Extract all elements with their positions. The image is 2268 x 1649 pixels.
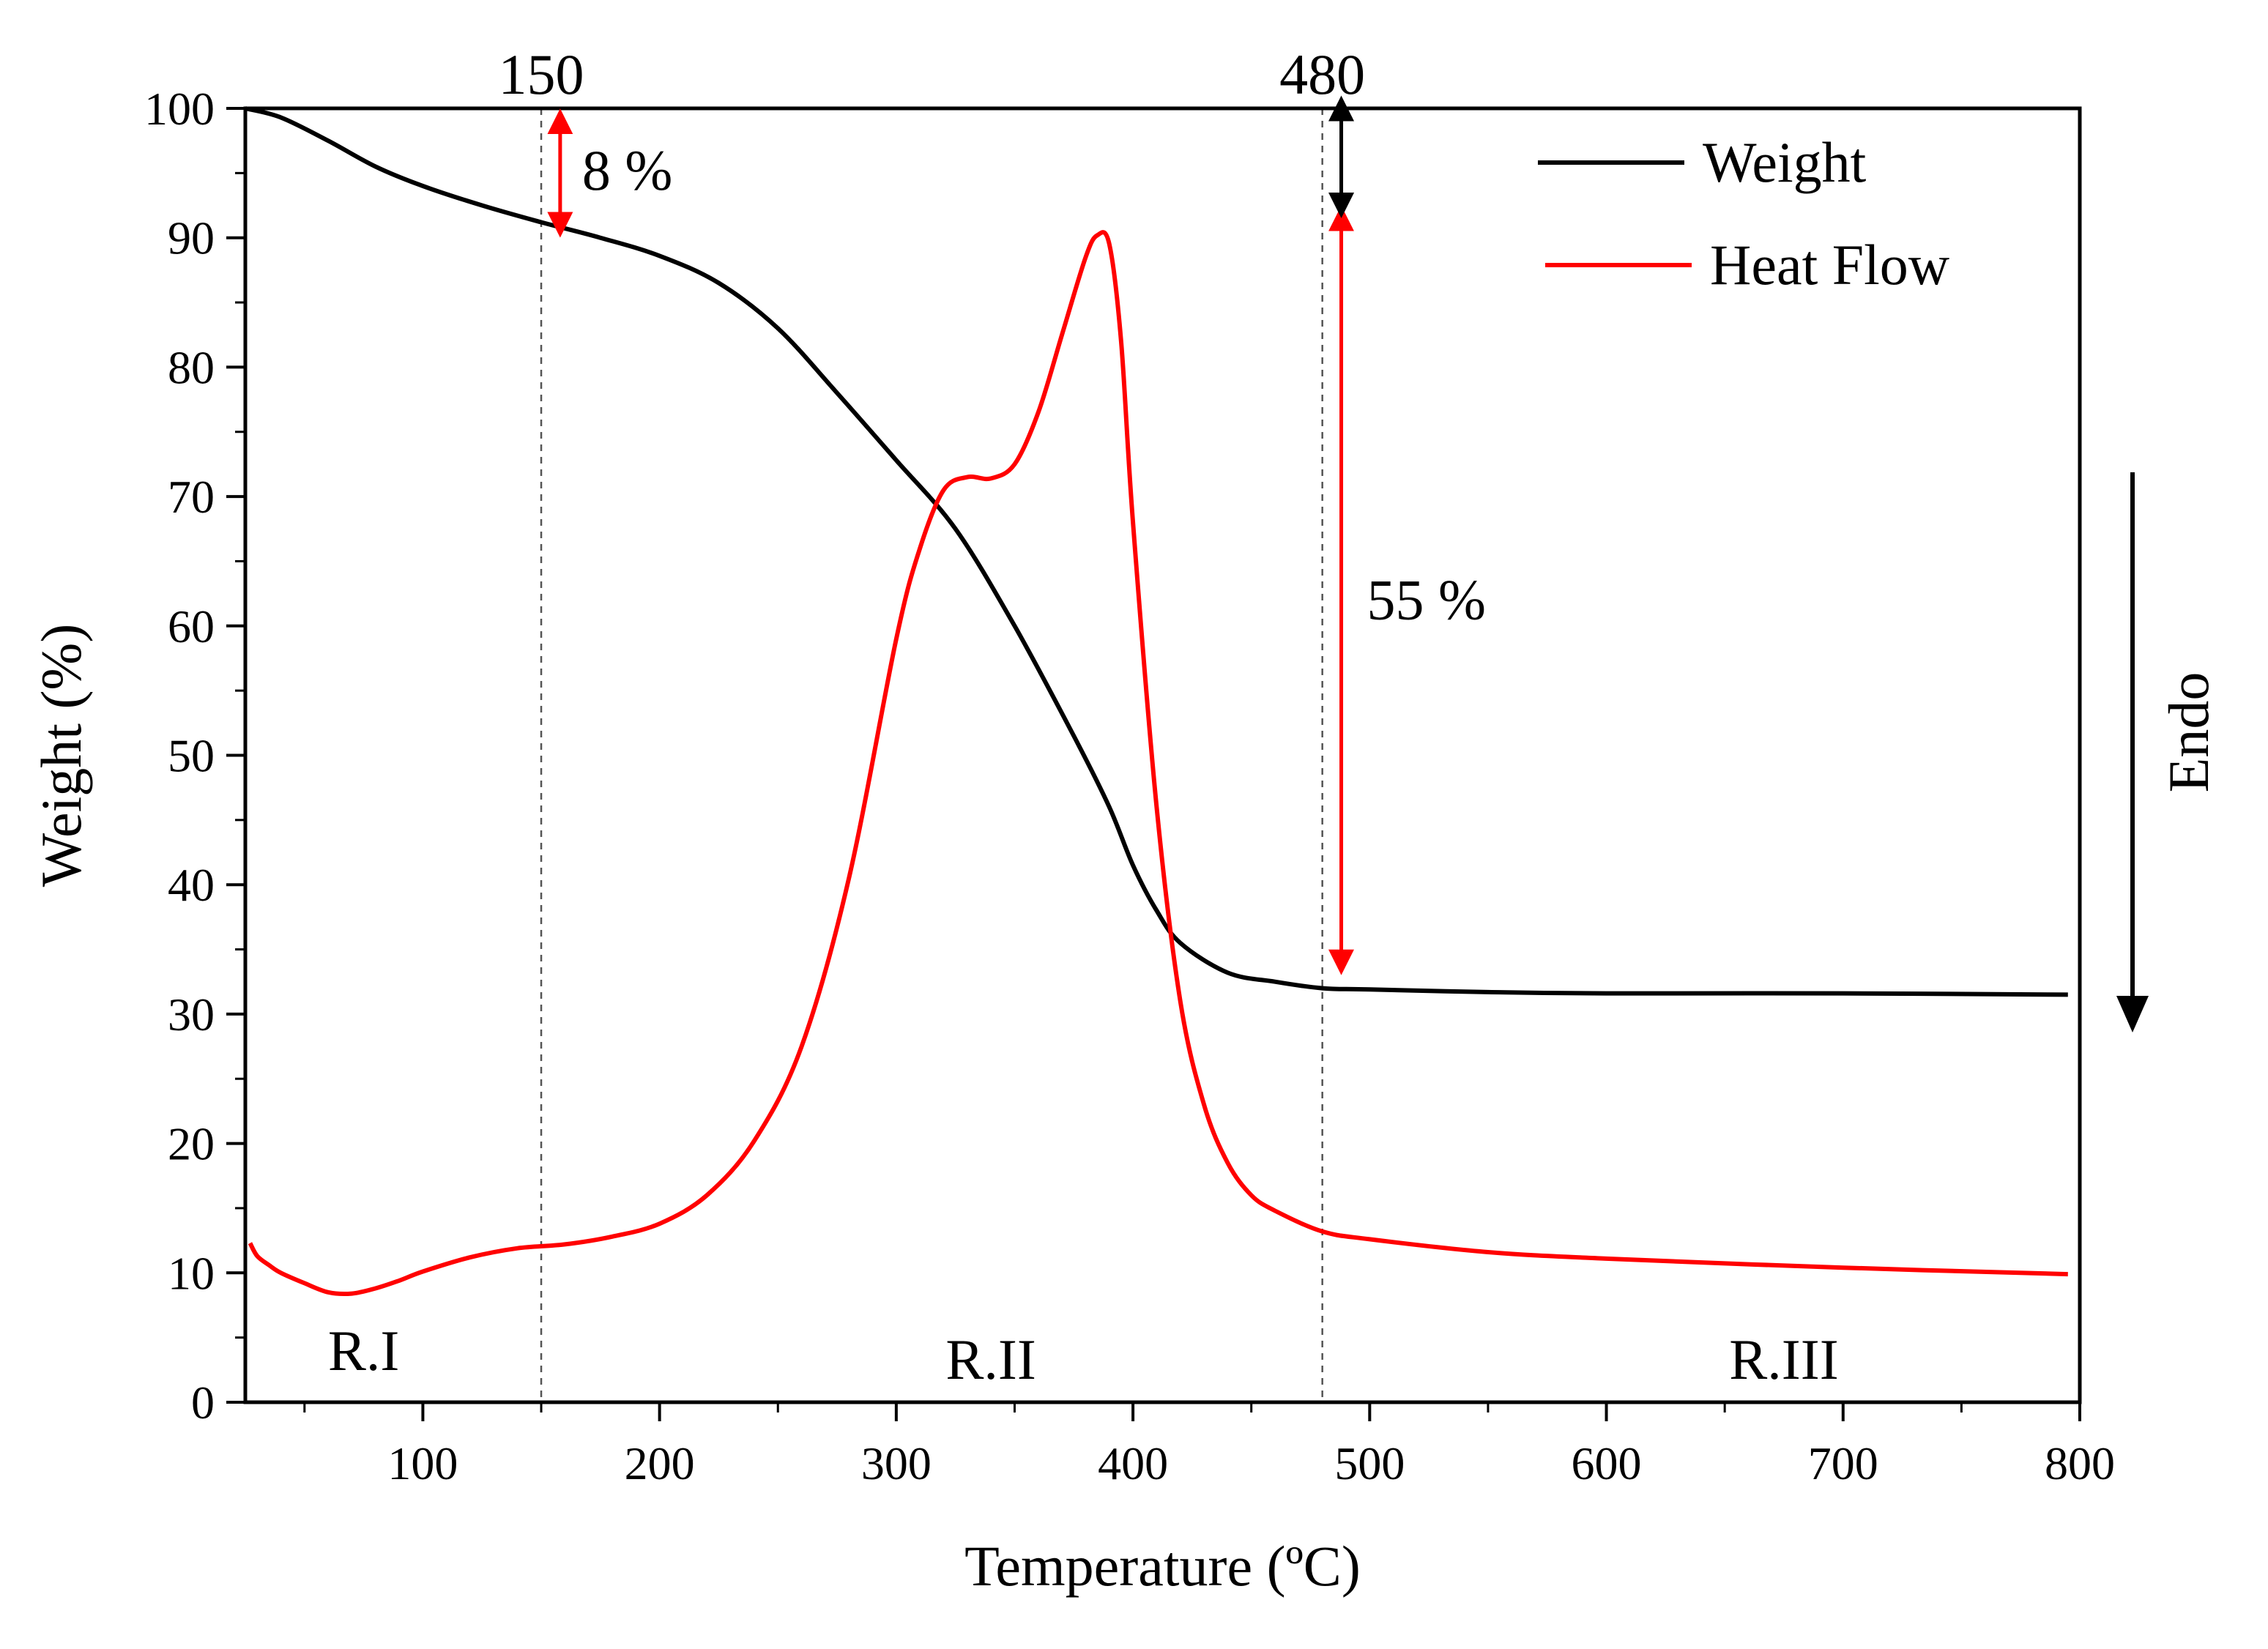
- x-tick-label: 500: [1334, 1437, 1405, 1489]
- x-tick-label: 100: [387, 1437, 458, 1489]
- x-tick-label: 600: [1572, 1437, 1642, 1489]
- x-tick-label: 300: [861, 1437, 932, 1489]
- region-label-r-iii: R.III: [1729, 1328, 1838, 1391]
- y-tick-label: 30: [168, 989, 215, 1041]
- plot-frame: [243, 106, 2082, 1404]
- ref-line-label-480: 480: [1279, 42, 1365, 106]
- y-tick-label: 40: [168, 859, 215, 911]
- region-label-r-ii: R.II: [945, 1328, 1036, 1391]
- x-tick-label: 200: [625, 1437, 695, 1489]
- y-tick-label: 10: [168, 1247, 215, 1299]
- ref-line-label-150: 150: [499, 42, 584, 106]
- y-tick-label: 90: [168, 212, 215, 264]
- endo-label: Endo: [2157, 672, 2220, 793]
- y-axis-title: Weight (%): [29, 624, 93, 887]
- legend-label-weight: Weight: [1703, 130, 1867, 194]
- y-tick-label: 0: [191, 1377, 215, 1429]
- x-axis-title: Temperature (ºC): [964, 1534, 1361, 1598]
- legend-label-heat-flow: Heat Flow: [1710, 233, 1949, 297]
- x-tick-label: 400: [1098, 1437, 1168, 1489]
- y-tick-label: 20: [168, 1118, 215, 1170]
- y-tick-label: 80: [168, 341, 215, 393]
- region-label-r-i: R.I: [328, 1319, 400, 1382]
- y-tick-label: 70: [168, 471, 215, 523]
- series-line-heat-flow: [248, 230, 2068, 1297]
- annotation-55-percent: 55 %: [1367, 567, 1486, 631]
- y-tick-label: 50: [168, 730, 215, 782]
- series-line-weight: [245, 106, 2068, 997]
- x-tick-label: 800: [2045, 1437, 2115, 1489]
- endo-arrowhead-icon: [2116, 996, 2149, 1032]
- legend: Weight Heat Flow: [1538, 130, 1949, 297]
- y-tick-label: 100: [144, 83, 215, 135]
- x-tick-label: 700: [1808, 1437, 1878, 1489]
- annotation-8-percent: 8 %: [582, 138, 672, 202]
- y-tick-label: 60: [168, 600, 215, 652]
